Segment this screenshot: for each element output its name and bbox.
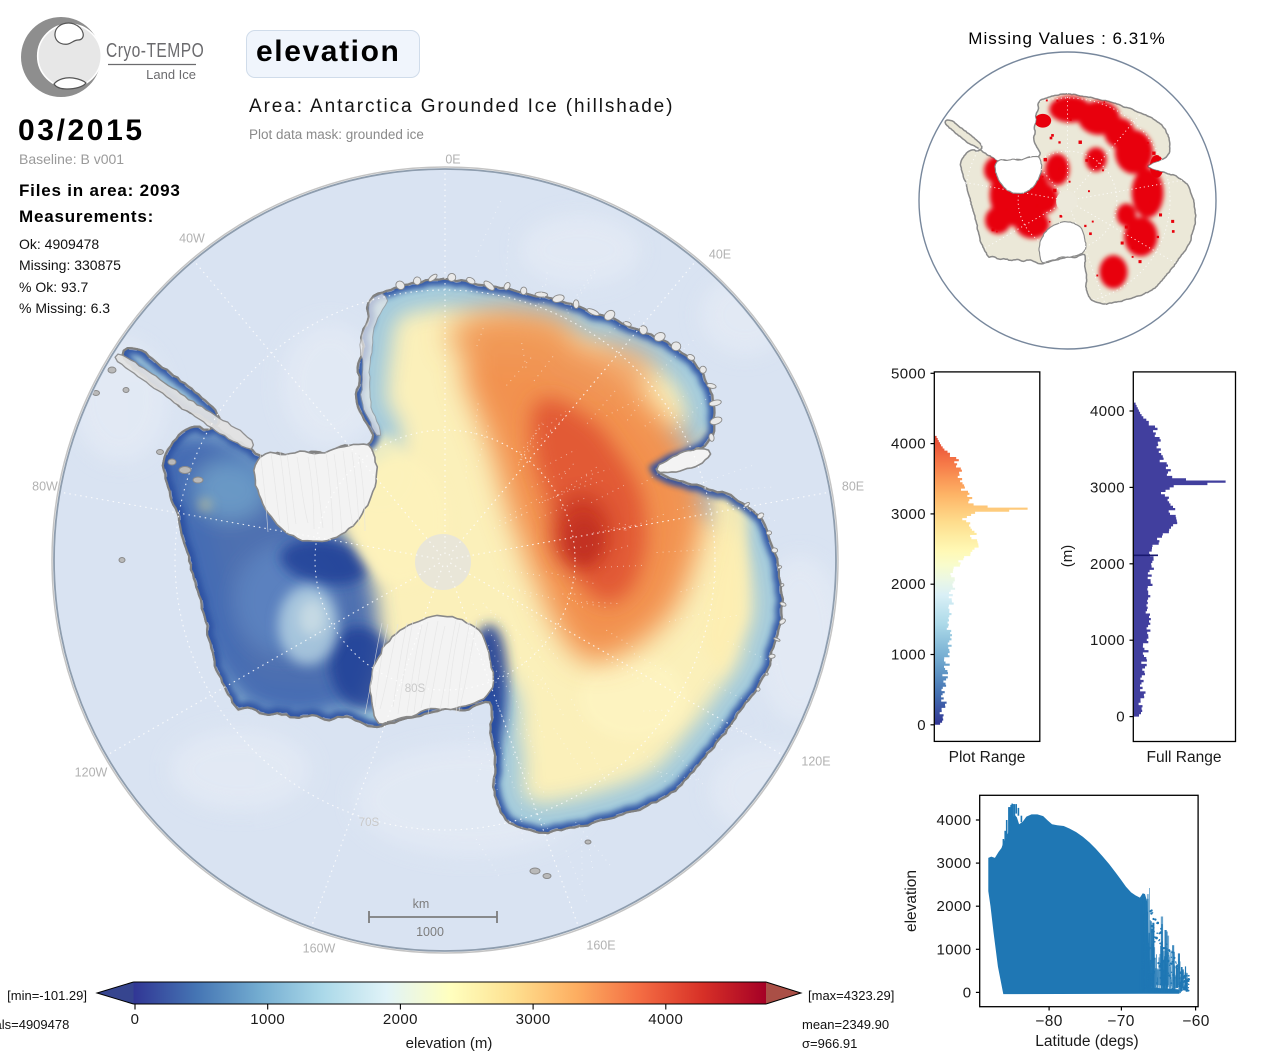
- svg-text:4000: 4000: [648, 1011, 683, 1028]
- svg-text:3000: 3000: [516, 1011, 551, 1028]
- svg-text:−80: −80: [1035, 1013, 1063, 1030]
- svg-text:0: 0: [131, 1011, 140, 1028]
- svg-text:3000: 3000: [937, 855, 972, 872]
- svg-text:4000: 4000: [891, 436, 926, 453]
- svg-text:elevation (m): elevation (m): [406, 1035, 493, 1052]
- svg-text:80W: 80W: [32, 480, 58, 494]
- svg-text:4000: 4000: [1090, 403, 1125, 420]
- svg-text:Land Ice: Land Ice: [146, 67, 196, 82]
- svg-text:2000: 2000: [1090, 556, 1125, 573]
- svg-text:Plot Range: Plot Range: [949, 749, 1026, 766]
- svg-text:1000: 1000: [891, 647, 926, 664]
- svg-text:elevation: elevation: [903, 870, 920, 932]
- svg-text:2000: 2000: [383, 1011, 418, 1028]
- svg-text:σ=966.91: σ=966.91: [802, 1036, 857, 1051]
- svg-text:km: km: [413, 897, 430, 911]
- svg-text:5000: 5000: [891, 365, 926, 382]
- svg-text:160W: 160W: [303, 942, 336, 956]
- svg-text:0: 0: [963, 984, 972, 1001]
- svg-text:Cryo-TEMPO: Cryo-TEMPO: [106, 39, 204, 61]
- svg-text:0: 0: [1116, 709, 1125, 726]
- svg-text:1000: 1000: [1090, 632, 1125, 649]
- svg-text:(m): (m): [1059, 545, 1076, 568]
- svg-text:−60: −60: [1182, 1013, 1210, 1030]
- svg-text:120W: 120W: [75, 766, 108, 780]
- svg-text:40E: 40E: [709, 248, 731, 262]
- svg-text:80E: 80E: [842, 480, 864, 494]
- svg-text:40W: 40W: [179, 232, 205, 246]
- svg-text:2000: 2000: [937, 898, 972, 915]
- svg-text:0: 0: [917, 717, 926, 734]
- svg-text:1000: 1000: [250, 1011, 285, 1028]
- svg-text:[max=4323.29]: [max=4323.29]: [808, 988, 894, 1003]
- svg-text:[min=-101.29]: [min=-101.29]: [7, 988, 87, 1003]
- svg-text:Latitude (degs): Latitude (degs): [1035, 1033, 1138, 1050]
- svg-text:vals=4909478: vals=4909478: [0, 1017, 69, 1032]
- svg-text:−70: −70: [1107, 1013, 1135, 1030]
- svg-text:80S: 80S: [405, 683, 426, 695]
- svg-text:2000: 2000: [891, 576, 926, 593]
- svg-text:mean=2349.90: mean=2349.90: [802, 1017, 889, 1032]
- svg-text:3000: 3000: [891, 506, 926, 523]
- svg-text:1000: 1000: [937, 941, 972, 958]
- svg-text:3000: 3000: [1090, 479, 1125, 496]
- svg-text:70S: 70S: [359, 817, 380, 829]
- svg-text:0E: 0E: [445, 153, 460, 167]
- svg-text:1000: 1000: [416, 925, 444, 939]
- svg-text:Missing Values : 6.31%: Missing Values : 6.31%: [968, 29, 1165, 48]
- svg-text:120E: 120E: [801, 755, 830, 769]
- svg-text:4000: 4000: [937, 812, 972, 829]
- svg-text:Full Range: Full Range: [1147, 749, 1222, 766]
- svg-text:160E: 160E: [586, 939, 615, 953]
